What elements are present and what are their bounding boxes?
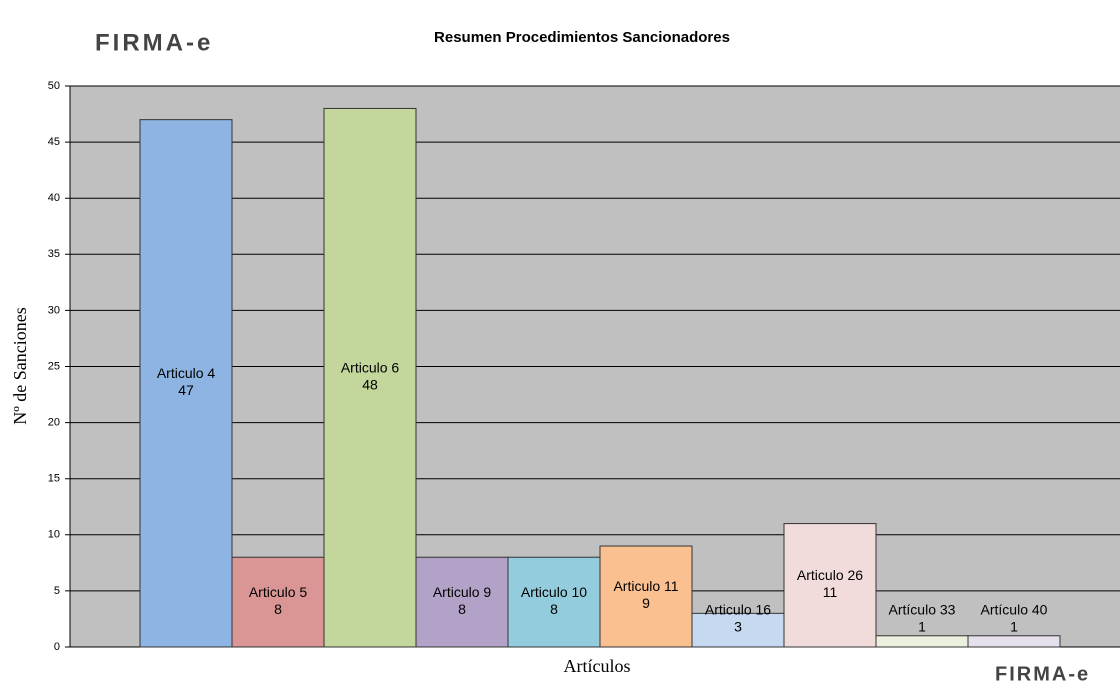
bar-category-label: Articulo 5 [249,584,308,600]
bar [599,545,693,648]
bar-category-label: Artículo 33 [889,602,956,618]
bar-value-label: 9 [642,595,650,611]
bar-category-label: Articulo 11 [613,578,678,594]
y-tick-label: 45 [48,136,60,148]
y-tick-label: 0 [54,641,60,653]
y-tick-label: 5 [54,585,60,597]
bar-value-label: 3 [734,619,742,635]
bar-category-label: Articulo 16 [705,602,771,618]
bar-category-label: Articulo 4 [157,365,216,381]
bar-value-label: 8 [458,601,466,617]
y-axis-title: Nº de Sanciones [10,307,30,425]
bar [415,556,509,648]
bar-category-label: Articulo 10 [521,584,587,600]
bar-value-label: 1 [918,619,926,635]
bar [875,635,969,648]
bar [967,635,1061,648]
bar-category-label: Articulo 26 [797,567,863,583]
chart-title: Resumen Procedimientos Sancionadores [434,29,730,46]
bar-value-label: 11 [823,584,838,600]
y-tick-label: 15 [48,473,60,485]
bar [691,612,785,648]
x-axis-title: Artículos [564,656,631,676]
bar-category-label: Articulo 6 [341,359,400,375]
bar [507,556,601,648]
y-tick-label: 50 [48,80,60,92]
y-tick-label: 25 [48,360,60,372]
bar-value-label: 47 [178,382,194,398]
bar-value-label: 48 [362,376,378,392]
logo: FIRMA-e [95,29,213,56]
bar [323,107,417,648]
bar-category-label: Articulo 9 [433,584,492,600]
bar [139,119,233,648]
y-tick-label: 35 [48,248,60,260]
y-tick-label: 20 [48,417,60,429]
bar-value-label: 8 [274,601,282,617]
bar-value-label: 8 [550,601,558,617]
bar-category-label: Artículo 40 [981,602,1048,618]
y-tick-label: 40 [48,192,60,204]
y-tick-label: 10 [48,529,60,541]
bar-value-label: 1 [1010,619,1018,635]
y-tick-label: 30 [48,304,60,316]
logo: FIRMA-e [995,663,1090,685]
bar [783,523,877,648]
